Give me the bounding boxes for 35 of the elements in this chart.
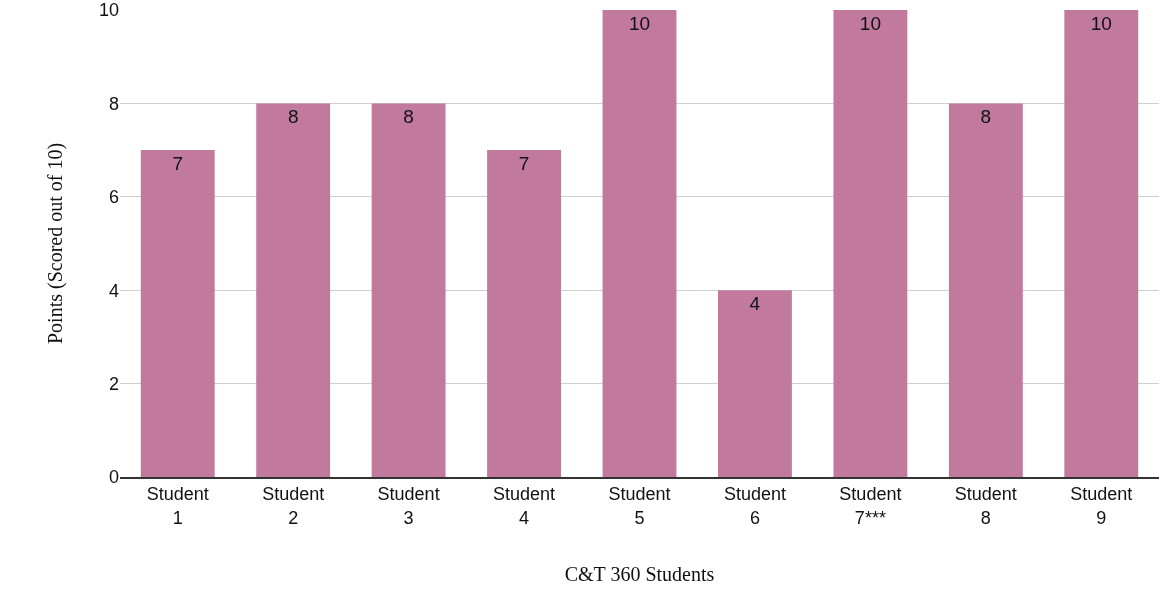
x-tick-label: Student 1 (146, 484, 209, 528)
y-tick-label: 2 (108, 373, 119, 394)
x-tick-label: Student 5 (608, 484, 671, 528)
y-tick-label: 0 (108, 467, 119, 488)
data-label: 8 (287, 106, 299, 128)
bar (487, 150, 561, 477)
bar (140, 150, 215, 477)
y-tick-label: 4 (108, 280, 119, 301)
x-tick-label: Student 3 (377, 484, 440, 528)
data-label: 4 (749, 293, 761, 315)
bar (256, 103, 331, 477)
bar (1064, 10, 1139, 477)
y-tick-label: 10 (98, 0, 119, 21)
bar (948, 103, 1023, 477)
y-tick-label: 8 (108, 93, 119, 114)
data-label: 10 (628, 13, 651, 34)
x-tick-label: Student 8 (954, 484, 1017, 528)
x-tick-label: Student 6 (723, 484, 786, 528)
data-label: 8 (403, 106, 414, 128)
bar (602, 10, 677, 477)
x-axis-title: C&T 360 Students (564, 562, 715, 585)
y-tick-label: 6 (108, 187, 119, 208)
bar (371, 103, 446, 477)
data-label: 10 (859, 13, 881, 34)
x-tick-label: Student 9 (1070, 484, 1133, 528)
bar (833, 10, 908, 477)
bar (718, 290, 792, 477)
x-tick-label: Student 4 (493, 484, 556, 528)
data-label: 8 (980, 106, 992, 128)
data-label: 7 (518, 153, 530, 175)
data-label: 7 (172, 153, 184, 175)
y-axis-title: Points (Scored out of 10) (44, 142, 68, 345)
x-tick-label: Student 7*** (839, 484, 902, 528)
data-label: 10 (1090, 13, 1112, 34)
x-tick-label: Student 2 (262, 484, 325, 528)
